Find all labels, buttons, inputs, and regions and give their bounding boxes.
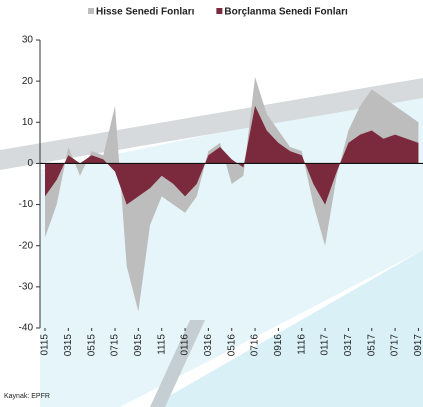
legend-label: Hisse Senedi Fonları — [96, 7, 195, 18]
y-tick-label: -20 — [19, 240, 34, 251]
y-tick-label: 0 — [27, 158, 33, 169]
source: Kaynak: EPFR — [4, 393, 50, 400]
area — [45, 105, 419, 205]
x-tick-label: 0916 — [273, 334, 284, 357]
y-tick-label: -10 — [19, 199, 34, 210]
area — [45, 77, 419, 312]
legend-swatch — [88, 8, 94, 14]
x-tick-label: 0317 — [343, 334, 354, 357]
x-tick-label: 1116 — [296, 334, 307, 355]
background-band — [150, 320, 205, 407]
legend-swatch — [216, 8, 223, 14]
x-tick-label: 0315 — [63, 334, 74, 357]
x-tick-label: 0717 — [390, 334, 401, 357]
background-decoration — [150, 250, 423, 407]
y-tick-label: -40 — [19, 323, 34, 334]
y-tick-label: -30 — [19, 281, 34, 292]
y-tick-label: 30 — [22, 35, 34, 46]
x-tick-label: 0117 — [320, 334, 331, 356]
x-tick-label: 0516 — [226, 334, 237, 357]
x-tick-label: 0716 — [250, 334, 261, 357]
x-tick-label: 0915 — [133, 334, 144, 357]
x-tick-label: 0115 — [40, 334, 51, 356]
y-tick-label: 20 — [22, 76, 34, 87]
legend: Hisse Senedi Fonları Borçlanma Senedi Fon… — [88, 7, 348, 18]
x-tick-label: 0116 — [180, 334, 191, 356]
x-tick-label: 0715 — [110, 334, 121, 357]
x-tick-label: 0917 — [413, 334, 423, 357]
x-tick-label: 1115 — [156, 334, 167, 355]
y-tick-label: 10 — [22, 117, 34, 128]
x-tick-label: 0517 — [366, 334, 377, 357]
x-tick-label: 0515 — [86, 334, 97, 357]
x-tick-label: 0316 — [203, 334, 214, 357]
legend-label: Borçlanma Senedi Fonları — [224, 7, 348, 18]
